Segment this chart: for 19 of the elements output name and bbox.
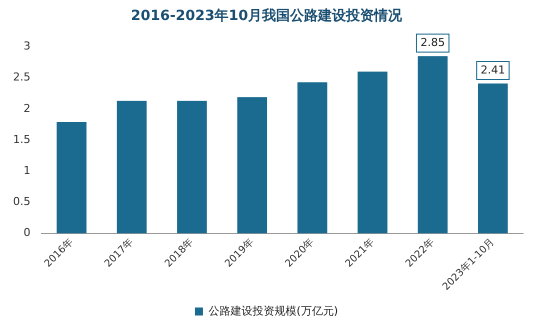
data-label: 2.85 bbox=[420, 36, 445, 49]
bar bbox=[177, 100, 207, 234]
y-tick-label: 1.5 bbox=[12, 132, 30, 146]
chart-title: 2016-2023年10月我国公路建设投资情况 bbox=[130, 8, 404, 24]
y-tick-label: 1 bbox=[23, 164, 30, 178]
y-tick-label: 0.5 bbox=[12, 195, 30, 208]
legend-label: 公路建设投资规模(万亿元) bbox=[208, 304, 338, 318]
y-tick-label: 3 bbox=[23, 40, 30, 53]
bar bbox=[116, 100, 147, 234]
y-tick-label: 0 bbox=[23, 226, 30, 240]
bar bbox=[478, 83, 508, 234]
y-tick-label: 2.5 bbox=[12, 70, 30, 84]
bar bbox=[237, 97, 268, 234]
bar bbox=[358, 72, 388, 234]
bar bbox=[56, 122, 86, 234]
bar bbox=[297, 82, 328, 234]
bar bbox=[418, 56, 448, 234]
data-label: 2.41 bbox=[480, 63, 506, 76]
y-tick-label: 2 bbox=[23, 102, 30, 115]
